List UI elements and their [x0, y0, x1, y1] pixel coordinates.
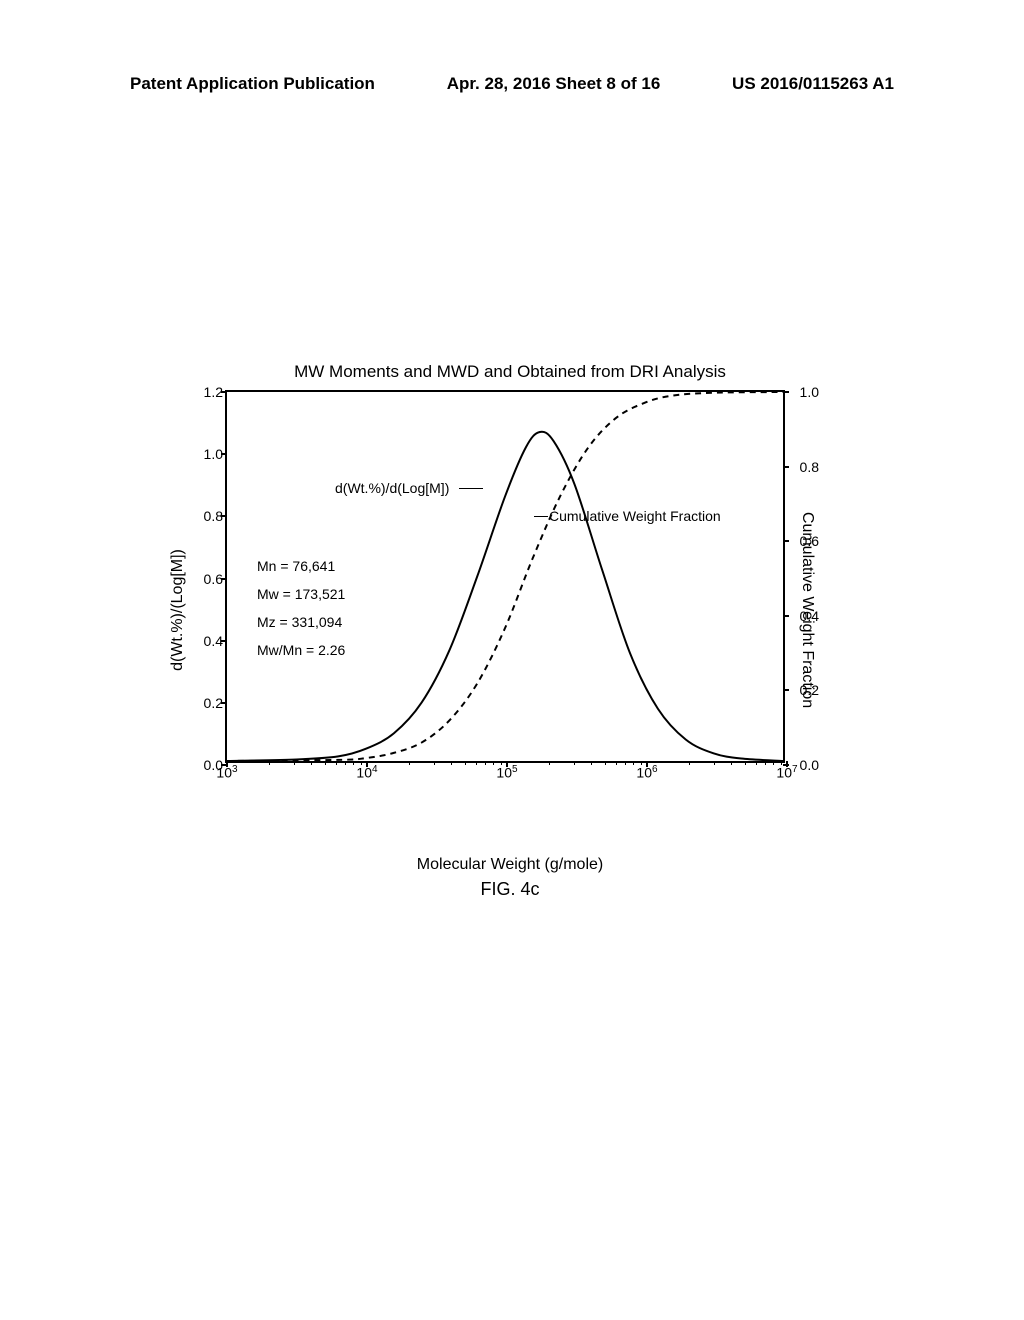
- x-minor-tick: [773, 761, 774, 765]
- y2-tick-label: 0.4: [800, 608, 819, 624]
- x-minor-tick: [745, 761, 746, 765]
- x-minor-tick: [549, 761, 550, 765]
- x-minor-tick: [765, 761, 766, 765]
- x-tick-mark: [646, 761, 648, 767]
- x-minor-tick: [605, 761, 606, 765]
- x-minor-tick: [689, 761, 690, 765]
- y1-tick-label: 0.6: [183, 571, 223, 587]
- stat-mz: Mz = 331,094: [257, 608, 345, 636]
- x-minor-tick: [361, 761, 362, 765]
- stat-pdi: Mw/Mn = 2.26: [257, 636, 345, 664]
- mwd-chart: MW Moments and MWD and Obtained from DRI…: [165, 390, 855, 830]
- x-tick-mark: [506, 761, 508, 767]
- stat-mw: Mw = 173,521: [257, 580, 345, 608]
- y2-tick-mark: [783, 615, 789, 617]
- x-minor-tick: [731, 761, 732, 765]
- y2-tick-label: 0.8: [800, 459, 819, 475]
- x-minor-tick: [336, 761, 337, 765]
- x-minor-tick: [591, 761, 592, 765]
- y2-tick-mark: [783, 540, 789, 542]
- x-minor-tick: [451, 761, 452, 765]
- header-left: Patent Application Publication: [130, 74, 375, 94]
- y2-tick-label: 0.6: [800, 533, 819, 549]
- page-header: Patent Application Publication Apr. 28, …: [0, 74, 1024, 94]
- x-minor-tick: [409, 761, 410, 765]
- header-right: US 2016/0115263 A1: [732, 74, 894, 94]
- y1-tick-mark: [221, 515, 227, 517]
- y2-tick-label: 0.0: [800, 757, 819, 773]
- legend-leader-2: [534, 516, 548, 517]
- y1-tick-mark: [221, 578, 227, 580]
- x-tick-mark: [226, 761, 228, 767]
- legend-leader-1: [459, 488, 483, 489]
- y2-tick-mark: [783, 466, 789, 468]
- x-minor-tick: [616, 761, 617, 765]
- y1-tick-mark: [221, 453, 227, 455]
- figure-caption: FIG. 4c: [480, 879, 539, 900]
- x-minor-tick: [714, 761, 715, 765]
- legend-series2: Cumulative Weight Fraction: [549, 508, 721, 524]
- y1-tick-mark: [221, 640, 227, 642]
- x-minor-tick: [353, 761, 354, 765]
- x-tick-mark: [366, 761, 368, 767]
- x-minor-tick: [325, 761, 326, 765]
- y1-tick-label: 0.2: [183, 695, 223, 711]
- x-minor-tick: [625, 761, 626, 765]
- x-minor-tick: [641, 761, 642, 765]
- y1-tick-label: 1.0: [183, 446, 223, 462]
- y1-axis-label: d(Wt.%)/(Log[M]): [169, 549, 187, 671]
- x-minor-tick: [465, 761, 466, 765]
- x-minor-tick: [574, 761, 575, 765]
- x-minor-tick: [633, 761, 634, 765]
- stat-mn: Mn = 76,641: [257, 552, 345, 580]
- y1-tick-mark: [221, 702, 227, 704]
- x-minor-tick: [269, 761, 270, 765]
- y1-tick-label: 1.2: [183, 384, 223, 400]
- y2-tick-mark: [783, 391, 789, 393]
- x-minor-tick: [294, 761, 295, 765]
- plot-area: d(Wt.%)/d(Log[M]) Cumulative Weight Frac…: [225, 390, 785, 763]
- x-minor-tick: [756, 761, 757, 765]
- x-minor-tick: [493, 761, 494, 765]
- x-minor-tick: [476, 761, 477, 765]
- header-center: Apr. 28, 2016 Sheet 8 of 16: [447, 74, 661, 94]
- chart-title: MW Moments and MWD and Obtained from DRI…: [294, 362, 726, 382]
- y2-tick-label: 0.2: [800, 682, 819, 698]
- y1-tick-mark: [221, 391, 227, 393]
- x-minor-tick: [345, 761, 346, 765]
- x-tick-mark: [786, 761, 788, 767]
- x-minor-tick: [311, 761, 312, 765]
- x-axis-label: Molecular Weight (g/mole): [417, 856, 603, 874]
- stats-block: Mn = 76,641 Mw = 173,521 Mz = 331,094 Mw…: [257, 552, 345, 664]
- y2-tick-label: 1.0: [800, 384, 819, 400]
- legend-series1: d(Wt.%)/d(Log[M]): [335, 480, 449, 496]
- x-minor-tick: [434, 761, 435, 765]
- x-minor-tick: [485, 761, 486, 765]
- x-minor-tick: [501, 761, 502, 765]
- y1-tick-label: 0.8: [183, 508, 223, 524]
- y2-tick-mark: [783, 689, 789, 691]
- x-minor-tick: [781, 761, 782, 765]
- y1-tick-label: 0.4: [183, 633, 223, 649]
